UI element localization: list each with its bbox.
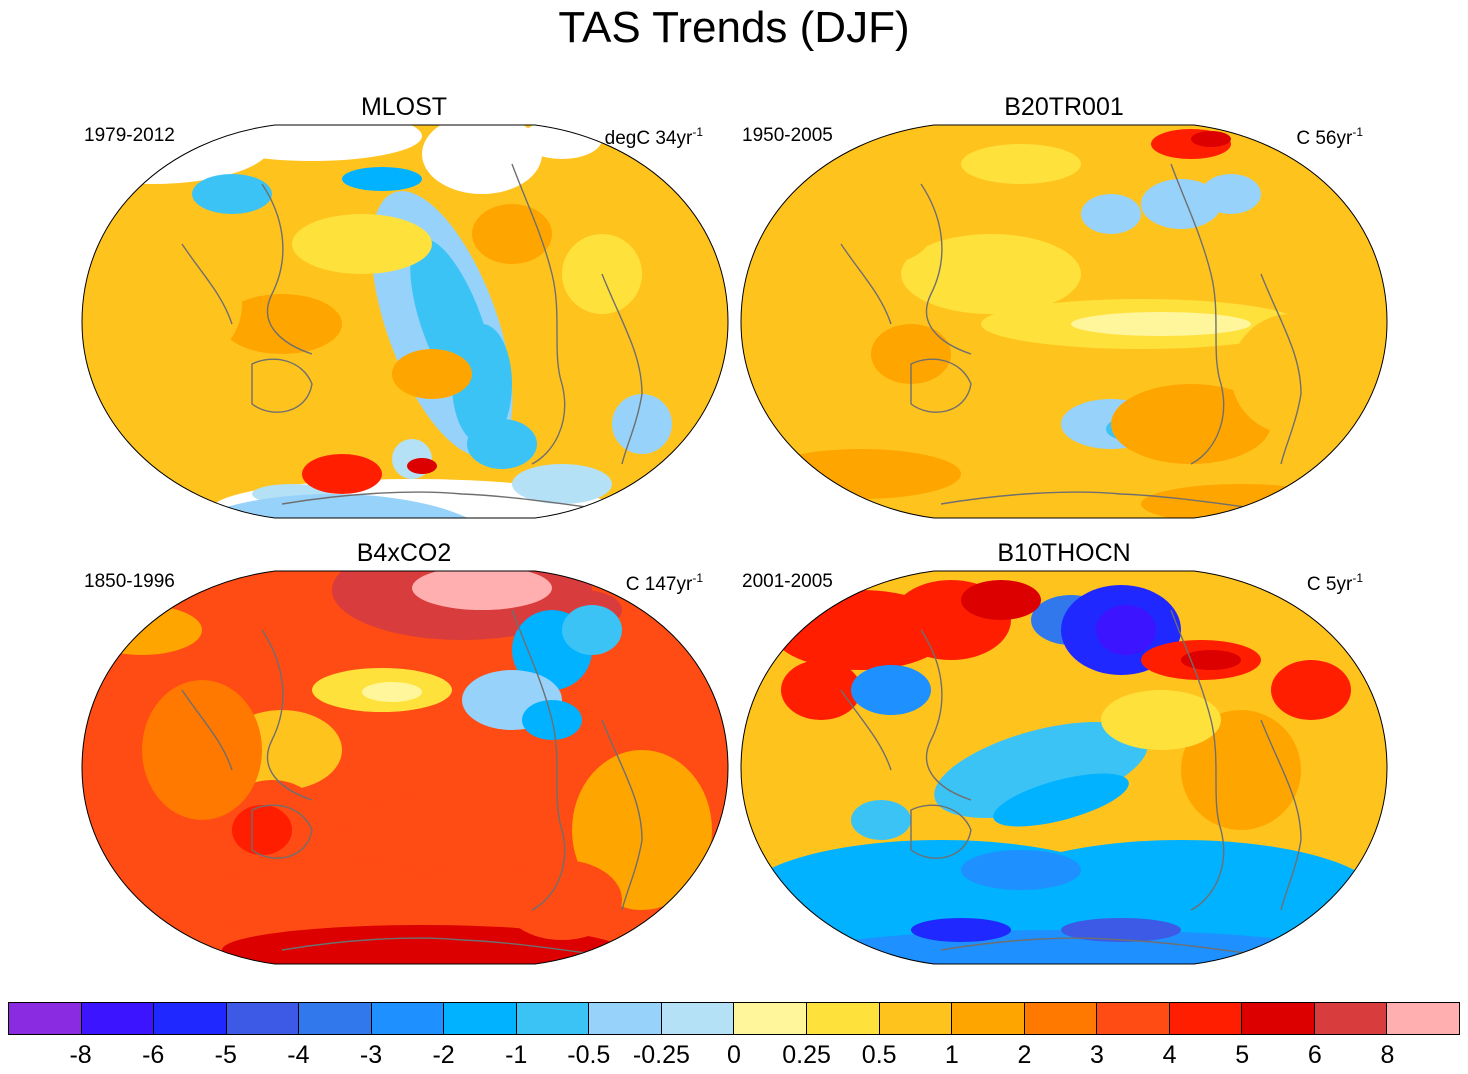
- trend-field: [82, 125, 728, 518]
- panel-period-mlost: 1979-2012: [84, 125, 175, 146]
- colorbar-tick-label: -0.25: [632, 1041, 690, 1069]
- colorbar-tick-label: 1: [944, 1041, 959, 1069]
- colorbar-tick-label: -5: [214, 1041, 237, 1069]
- panel-title-b10thocn: B10THOCN: [997, 539, 1131, 567]
- colorbar-tick-label: -0.5: [567, 1041, 611, 1069]
- colorbar-tick-label: 3: [1090, 1041, 1104, 1069]
- coastline: [601, 273, 643, 465]
- coastline: [840, 689, 892, 771]
- coastline: [281, 491, 603, 510]
- panel-units-b4xco2: C 147yr-1: [625, 571, 703, 595]
- panel-period-b10thocn: 2001-2005: [742, 571, 833, 592]
- colorbar-tick-label: -1: [505, 1041, 528, 1069]
- colorbar-box: [371, 1003, 445, 1034]
- colorbar-box: [879, 1003, 953, 1034]
- colorbar-box: [154, 1003, 227, 1034]
- colorbar-box: [1387, 1003, 1459, 1034]
- colorbar-box: [661, 1003, 735, 1034]
- trend-field: [741, 571, 1387, 964]
- panel-units-b10thocn: C 5yr-1: [1306, 571, 1363, 595]
- colorbar: [8, 1002, 1460, 1035]
- coastline: [251, 358, 313, 413]
- coastline: [910, 358, 972, 413]
- map-panel-b20tr001: [740, 124, 1388, 519]
- map-outline: [740, 124, 1388, 519]
- panel-title-b20tr001: B20TR001: [1004, 93, 1124, 121]
- panel-period-b20tr001: 1950-2005: [742, 125, 833, 146]
- coastline: [281, 937, 603, 956]
- colorbar-tick-label: -8: [69, 1041, 92, 1069]
- colorbar-tick-label: -4: [287, 1041, 310, 1069]
- coastline: [920, 183, 972, 355]
- figure-title: TAS Trends (DJF): [558, 3, 910, 52]
- coastline: [1260, 719, 1302, 911]
- colorbar-tick-label: 4: [1162, 1041, 1177, 1069]
- coastline: [511, 609, 566, 911]
- colorbar-box: [1097, 1003, 1170, 1034]
- panel-title-b4xco2: B4xCO2: [356, 539, 452, 567]
- coastline: [181, 689, 233, 771]
- map-panel-b4xco2: [81, 570, 729, 965]
- colorbar-box: [516, 1003, 590, 1034]
- panel-period-b4xco2: 1850-1996: [84, 571, 175, 592]
- map-panel-mlost: [81, 124, 729, 519]
- coastline: [1260, 273, 1302, 465]
- colorbar-box: [734, 1003, 808, 1034]
- colorbar-tick-label: -6: [142, 1041, 165, 1069]
- colorbar-box: [589, 1003, 662, 1034]
- colorbar-tick-label: 5: [1235, 1041, 1250, 1069]
- colorbar-tick-label: 6: [1307, 1041, 1322, 1069]
- colorbar-box: [1169, 1003, 1243, 1034]
- coastline: [601, 719, 643, 911]
- colorbar-labels: -8 -6 -5 -4 -3 -2 -1 -0.5 -0.25 0 0.25 0.5 1 2 3 4 5 6 8: [0, 1040, 1468, 1070]
- panel-units-b20tr001: C 56yr-1: [1296, 125, 1363, 149]
- map-outline: [740, 570, 1388, 965]
- colorbar-tick-label: 8: [1380, 1041, 1395, 1069]
- map-outline: [81, 570, 729, 965]
- coastline: [1170, 609, 1225, 911]
- panel-units-mlost: degC 34yr-1: [604, 125, 703, 149]
- coastline: [181, 243, 233, 325]
- colorbar-box: [1314, 1003, 1388, 1034]
- colorbar-box: [1024, 1003, 1098, 1034]
- coastline: [261, 183, 313, 355]
- colorbar-tick-label: -2: [432, 1041, 455, 1069]
- colorbar-tick-label: -3: [359, 1041, 383, 1069]
- colorbar-box: [299, 1003, 372, 1034]
- trend-field: [741, 125, 1387, 518]
- coastline: [840, 243, 892, 325]
- colorbar-box: [9, 1003, 82, 1034]
- coastline: [940, 937, 1262, 956]
- colorbar-tick-label: 0: [727, 1041, 741, 1069]
- map-outline: [81, 124, 729, 519]
- colorbar-tick-label: 2: [1017, 1041, 1032, 1069]
- colorbar-tick-label: 0.25: [782, 1041, 831, 1069]
- colorbar-box: [1242, 1003, 1315, 1034]
- colorbar-box: [81, 1003, 155, 1034]
- colorbar-tick-label: 0.5: [861, 1041, 897, 1069]
- map-panel-b10thocn: [740, 570, 1388, 965]
- coastline: [251, 804, 313, 859]
- panel-title-mlost: MLOST: [360, 93, 448, 121]
- coastline: [511, 163, 566, 465]
- colorbar-box: [952, 1003, 1025, 1034]
- colorbar-box: [226, 1003, 300, 1034]
- trend-field: [82, 571, 728, 964]
- coastline: [910, 804, 972, 859]
- coastline: [1170, 163, 1225, 465]
- coastline: [920, 629, 972, 801]
- coastline: [261, 629, 313, 801]
- colorbar-box: [807, 1003, 880, 1034]
- coastline: [940, 491, 1262, 510]
- colorbar-box: [444, 1003, 517, 1034]
